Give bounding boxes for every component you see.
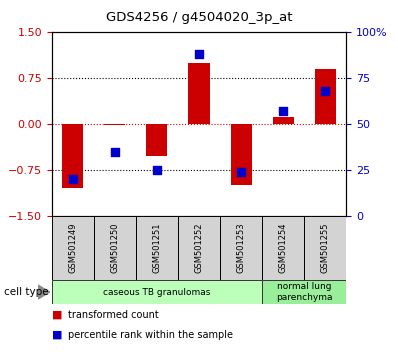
Bar [52, 280, 262, 304]
Text: GSM501254: GSM501254 [279, 223, 288, 273]
Bar [189, 63, 209, 124]
Text: GSM501251: GSM501251 [152, 223, 162, 273]
Bar [62, 124, 83, 188]
Text: transformed count: transformed count [68, 310, 158, 320]
Text: GSM501253: GSM501253 [236, 222, 246, 273]
Point [112, 149, 118, 154]
Bar [52, 216, 94, 280]
Bar [262, 216, 304, 280]
Bar [230, 124, 252, 185]
Point [154, 167, 160, 173]
Bar [220, 216, 262, 280]
Text: GSM501250: GSM501250 [110, 223, 119, 273]
Point [70, 176, 76, 182]
Bar [273, 116, 294, 124]
Text: percentile rank within the sample: percentile rank within the sample [68, 330, 233, 339]
Text: GSM501252: GSM501252 [195, 223, 203, 273]
Text: ■: ■ [52, 330, 62, 339]
Point [238, 169, 244, 175]
Text: cell type: cell type [4, 287, 49, 297]
Point [280, 108, 286, 114]
Point [322, 88, 328, 93]
Bar [178, 216, 220, 280]
Bar [315, 69, 336, 124]
Bar [262, 280, 346, 304]
Bar [304, 216, 346, 280]
Bar [94, 216, 136, 280]
Bar [146, 124, 168, 156]
Bar [136, 216, 178, 280]
Text: GSM501255: GSM501255 [321, 223, 330, 273]
Bar [104, 124, 125, 125]
Polygon shape [38, 285, 50, 299]
Point [196, 51, 202, 57]
Text: ■: ■ [52, 310, 62, 320]
Text: GSM501249: GSM501249 [68, 223, 77, 273]
Text: normal lung
parenchyma: normal lung parenchyma [276, 282, 332, 302]
Text: GDS4256 / g4504020_3p_at: GDS4256 / g4504020_3p_at [106, 11, 292, 24]
Text: caseous TB granulomas: caseous TB granulomas [103, 287, 211, 297]
